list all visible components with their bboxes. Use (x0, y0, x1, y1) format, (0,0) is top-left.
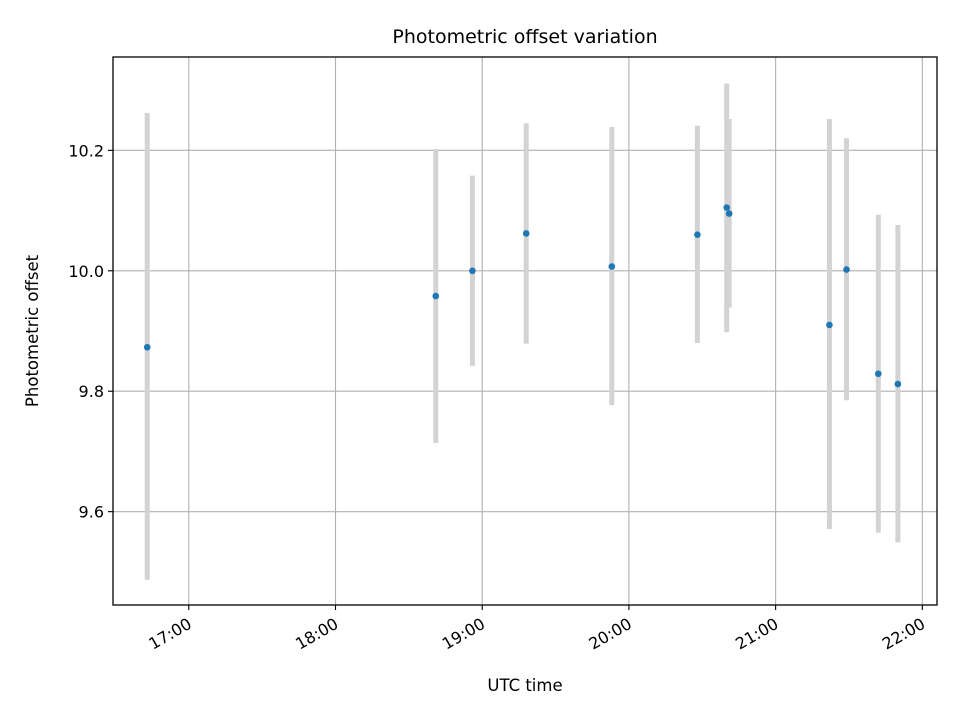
data-point (725, 210, 733, 217)
plot-frame (112, 56, 938, 606)
data-point (875, 370, 882, 378)
data-point (432, 292, 440, 300)
data-point (723, 204, 731, 211)
data-point (143, 343, 151, 351)
data-point (843, 266, 850, 273)
x-axis-title: UTC time (487, 676, 562, 695)
y-tick-label: 10.0 (68, 262, 104, 281)
data-points (143, 204, 902, 388)
y-axis-title: Photometric offset (23, 254, 42, 407)
y-tick-label: 10.2 (68, 141, 104, 160)
data-point (522, 230, 530, 237)
data-point (469, 267, 476, 275)
data-point (894, 380, 902, 388)
y-tick-label: 9.8 (79, 382, 104, 401)
chart-title: Photometric offset variation (392, 26, 657, 48)
y-axis-ticks: 9.6 9.8 10.0 10.2 (68, 141, 113, 522)
y-tick-label: 9.6 (79, 503, 104, 522)
data-point (694, 231, 701, 238)
data-point (608, 263, 616, 270)
data-point (826, 321, 833, 329)
